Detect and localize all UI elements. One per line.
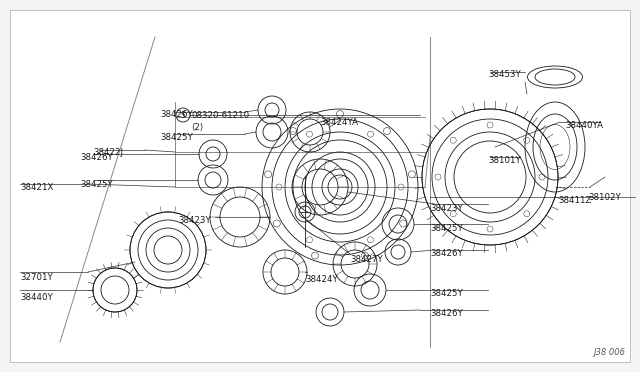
Text: 38102Y: 38102Y <box>588 192 621 202</box>
Text: 38425Y: 38425Y <box>430 224 463 232</box>
Text: 38426Y: 38426Y <box>160 109 193 119</box>
Text: 38422J: 38422J <box>93 148 123 157</box>
Text: 38423Y: 38423Y <box>178 215 211 224</box>
Text: 38425Y: 38425Y <box>80 180 113 189</box>
Text: J38 006: J38 006 <box>593 348 625 357</box>
Text: 38424Y: 38424Y <box>305 275 338 283</box>
Text: 38440Y: 38440Y <box>20 292 52 301</box>
Text: 38426Y: 38426Y <box>80 153 113 161</box>
Text: 38427Y: 38427Y <box>350 256 383 264</box>
Text: 38101Y: 38101Y <box>488 155 521 164</box>
Text: 38425Y: 38425Y <box>430 289 463 298</box>
Text: 08320-61210: 08320-61210 <box>191 110 249 119</box>
Text: 38426Y: 38426Y <box>430 250 463 259</box>
Text: S: S <box>180 110 186 119</box>
Text: 38411Z: 38411Z <box>558 196 591 205</box>
Text: 38424YA: 38424YA <box>320 118 358 126</box>
Text: 38423Y: 38423Y <box>430 203 463 212</box>
Text: 38440YA: 38440YA <box>565 121 603 129</box>
Text: 38421X: 38421X <box>20 183 53 192</box>
Text: ⟨2⟩: ⟨2⟩ <box>191 122 204 131</box>
Text: 38425Y: 38425Y <box>160 132 193 141</box>
Text: 38453Y: 38453Y <box>488 70 521 78</box>
Text: 32701Y: 32701Y <box>20 273 52 282</box>
Text: 38426Y: 38426Y <box>430 310 463 318</box>
